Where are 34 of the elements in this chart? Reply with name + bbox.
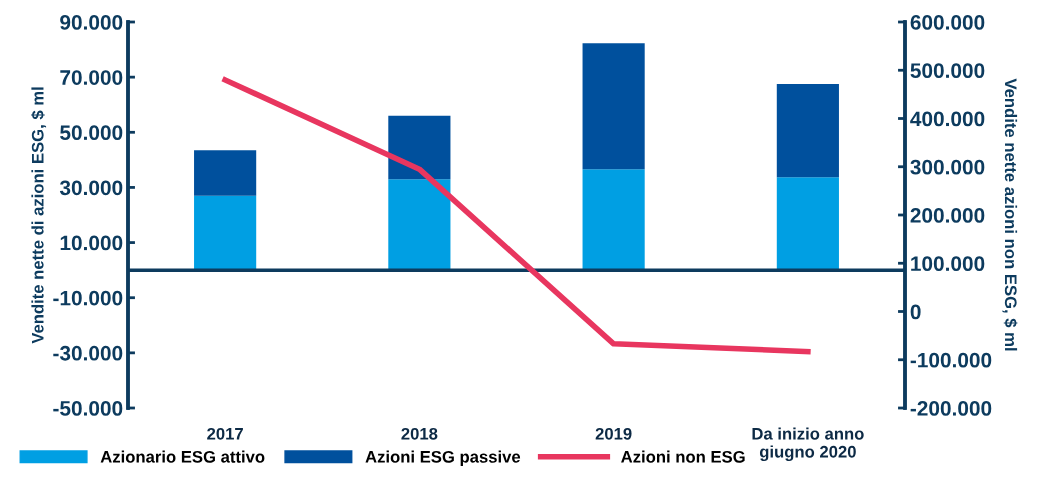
bar [582,43,645,170]
y-tick-label: 30.000 [59,180,123,196]
y-tick-label: 70.000 [60,70,123,85]
bar [388,115,451,180]
bar [776,177,839,271]
x-tick-label: 2018 [401,427,438,440]
legend-label: Azionario ESG attivo [100,450,265,463]
y2-tick-label: -100.000 [910,352,992,368]
y-tick-label: -30.000 [53,345,123,361]
y-axis-title: Vendite nette di azioni ESG, $ ml [31,87,47,344]
y2-tick-label: 300.000 [910,159,985,175]
x-tick-label: 2017 [207,427,243,440]
legend-label: Azioni non ESG [621,450,745,463]
bar [388,179,451,271]
y2-tick-label: 200.000 [910,208,985,223]
y-tick-label: -10.000 [53,290,123,306]
y2-tick-label: -200.000 [910,401,992,416]
x-tick-label: Da inizio anno giugno 2020 [752,427,864,462]
bar [776,84,839,178]
bar [582,169,645,271]
y2-tick-label: 600.000 [910,15,985,30]
y-tick-label: -50.000 [53,401,123,416]
x-tick-label: 2019 [595,427,632,440]
y2-axis-title: Vendite nette azioni non ESG, $ ml [1002,78,1018,351]
y-tick-label: 10.000 [60,235,123,251]
y2-tick-label: 0 [910,304,921,320]
y2-tick-label: 400.000 [910,111,985,127]
y-tick-label: 90.000 [60,15,123,30]
bar [194,150,257,196]
y2-tick-label: 100.000 [911,256,985,271]
bar [194,195,257,271]
y2-tick-label: 500.000 [910,63,985,78]
y-tick-label: 50.000 [60,125,123,141]
legend-label: Azioni ESG passive [365,450,521,466]
